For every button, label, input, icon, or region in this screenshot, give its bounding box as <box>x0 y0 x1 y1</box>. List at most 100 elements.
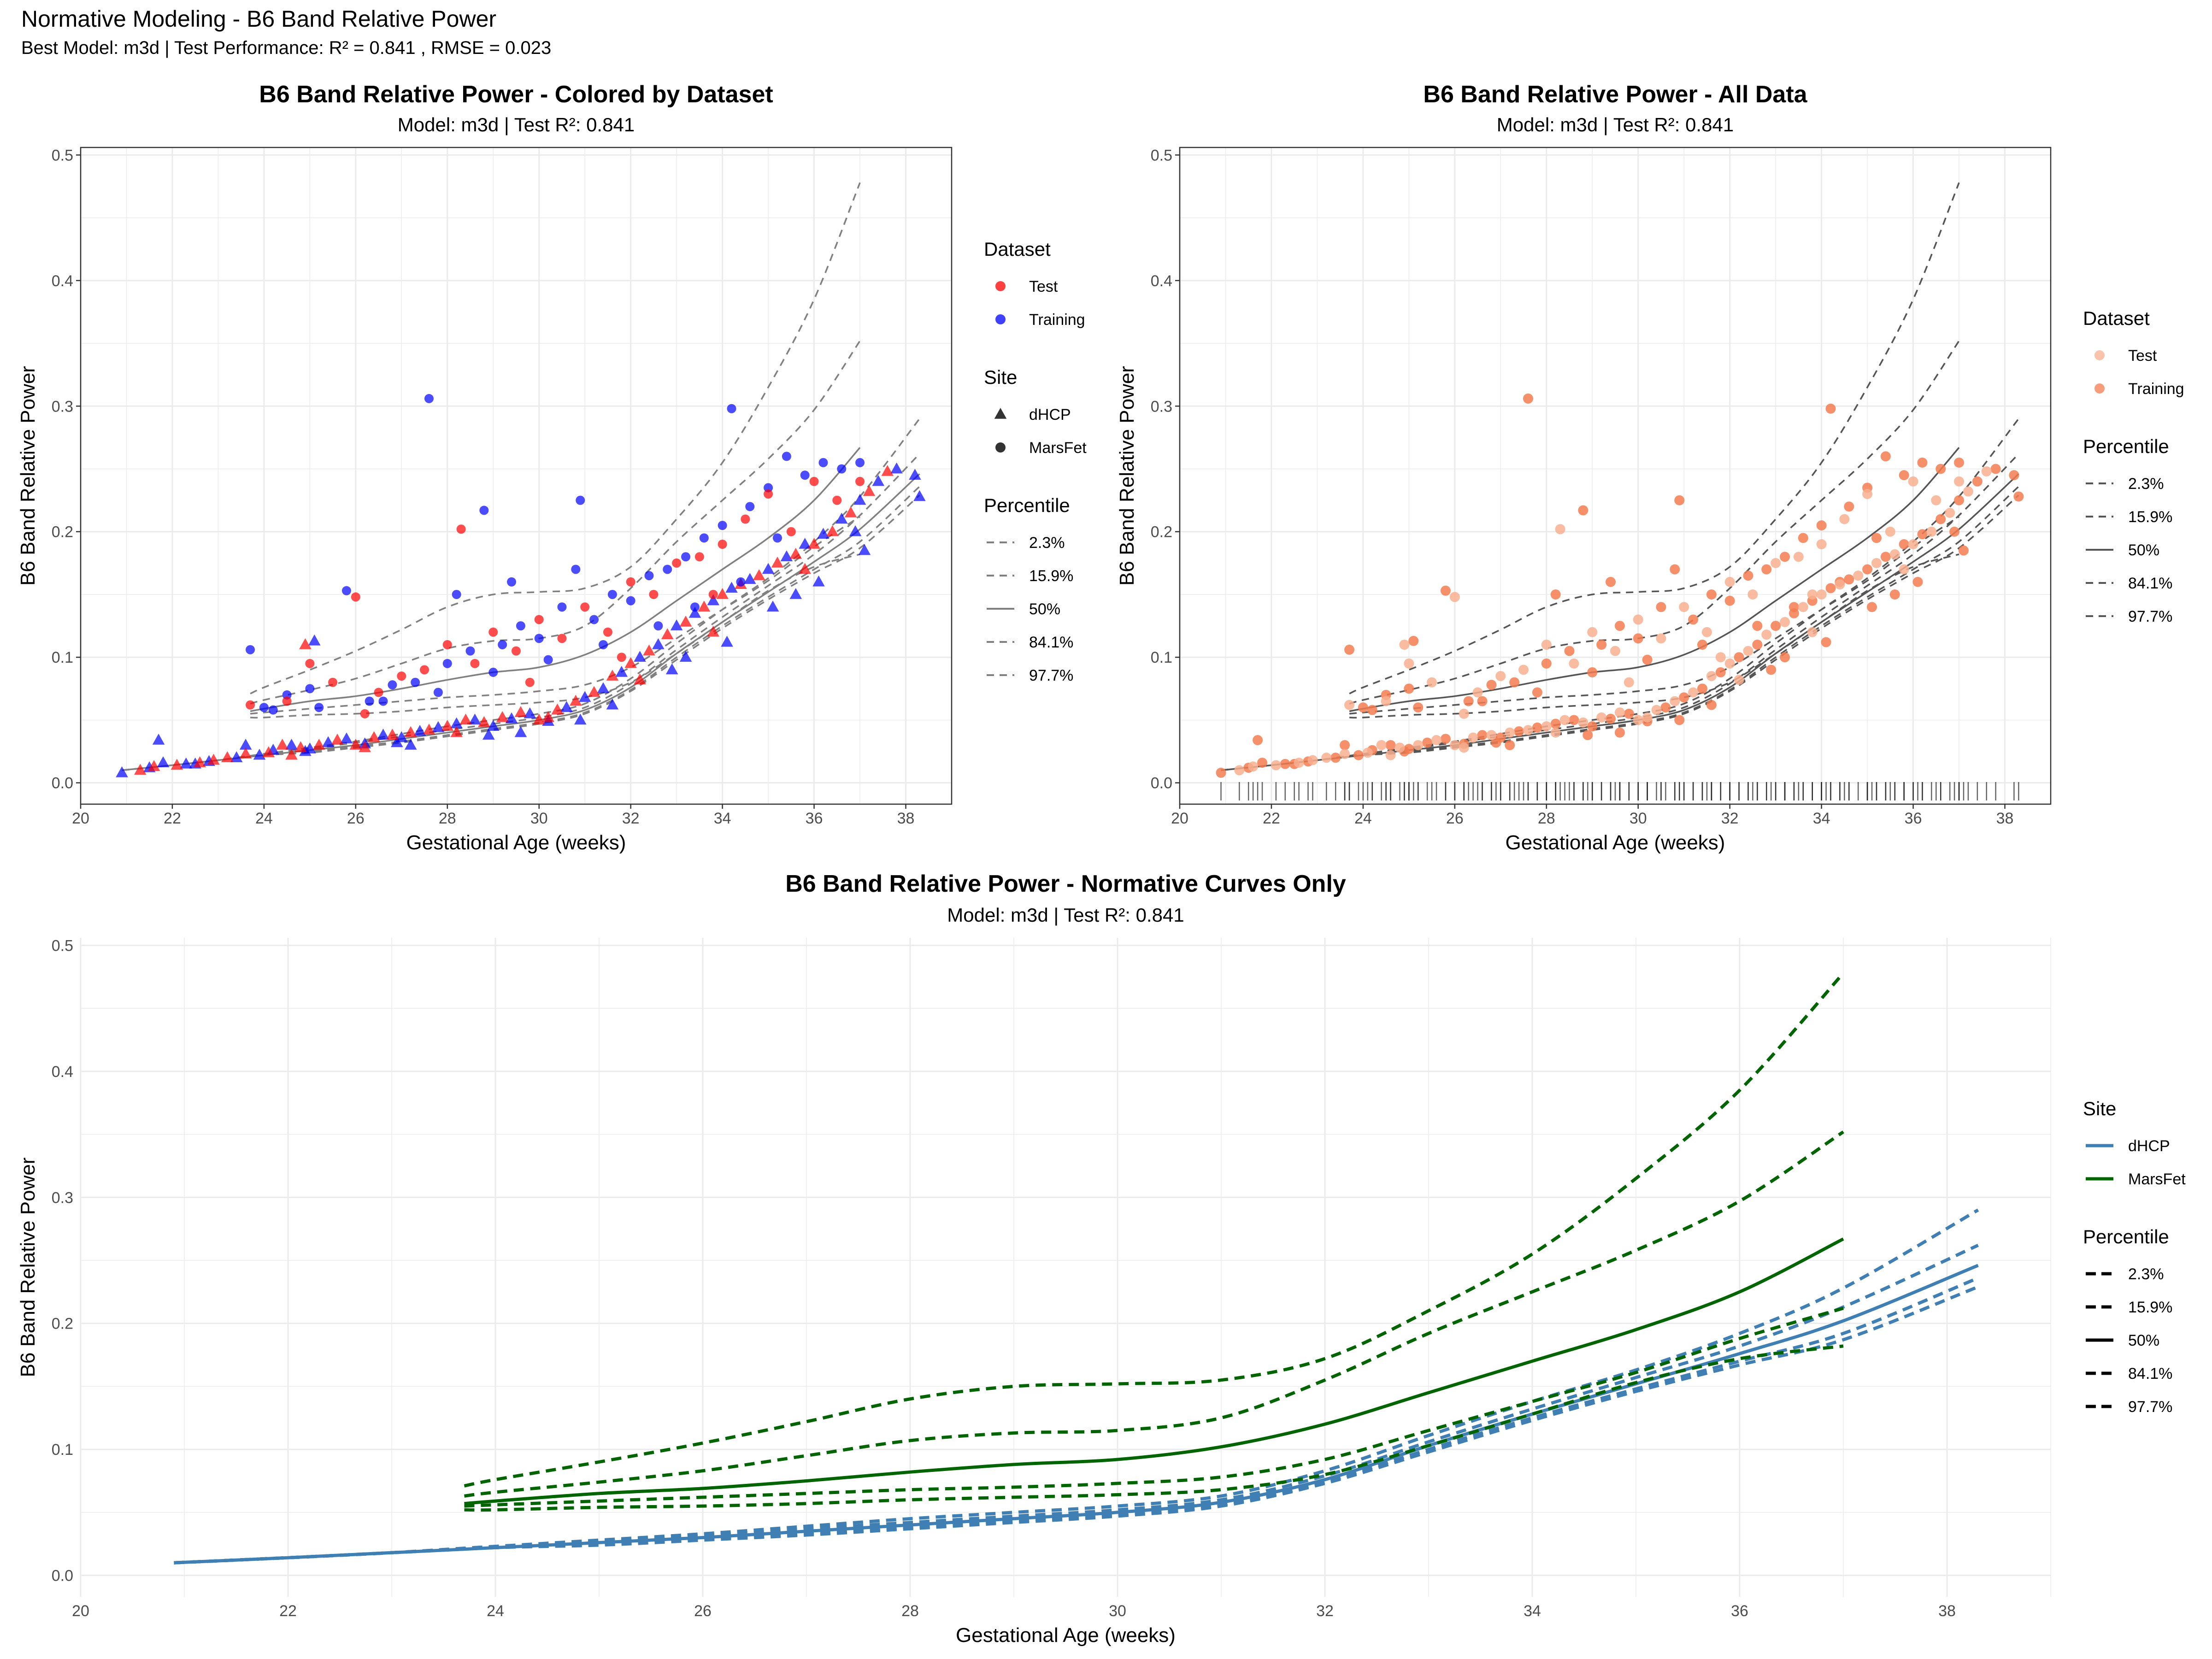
legend-key <box>995 442 1006 453</box>
legend-label: dHCP <box>1029 406 1071 424</box>
y-tick-label: 0.5 <box>52 937 73 954</box>
point-test <box>1459 742 1469 753</box>
percentile-curve-p98 <box>464 972 1845 1488</box>
point-training-dhcp <box>560 701 573 712</box>
point-training <box>1959 545 1969 556</box>
point-training-dhcp <box>665 663 678 675</box>
point-training-dhcp <box>817 528 830 539</box>
point-test-marsfet <box>617 653 626 662</box>
point-test-dhcp <box>679 615 692 627</box>
legend-label: 84.1% <box>2128 1365 2172 1382</box>
legend-label: 2.3% <box>2128 475 2164 493</box>
point-test-marsfet <box>282 696 292 706</box>
point-test <box>1234 765 1245 776</box>
point-test <box>1344 700 1355 710</box>
y-tick-label: 0.4 <box>52 272 73 290</box>
point-test-dhcp <box>386 729 399 740</box>
x-axis-label: Gestational Age (weeks) <box>956 1624 1176 1647</box>
point-test <box>1798 602 1808 612</box>
point-training <box>1912 577 1923 587</box>
point-training <box>1899 470 1909 481</box>
point-test <box>1385 750 1396 760</box>
point-test-dhcp <box>134 764 147 775</box>
point-test <box>1816 539 1827 549</box>
point-test-dhcp <box>551 703 564 715</box>
legend-title: Dataset <box>984 238 1051 260</box>
point-test <box>1807 627 1818 637</box>
point-training <box>1816 520 1827 531</box>
point-training-marsfet <box>534 634 544 643</box>
point-test-marsfet <box>557 634 567 643</box>
point-training-marsfet <box>663 565 672 574</box>
point-training-marsfet <box>727 404 736 413</box>
point-training-marsfet <box>782 452 791 461</box>
point-test-marsfet <box>708 589 718 599</box>
legend-label: 97.7% <box>2128 608 2172 625</box>
point-training-marsfet <box>607 589 617 599</box>
point-training-dhcp <box>858 544 871 555</box>
point-test <box>1486 730 1497 741</box>
x-tick-label: 28 <box>439 810 456 827</box>
y-tick-label: 0.4 <box>1151 272 1172 290</box>
point-training-marsfet <box>773 533 782 543</box>
percentile-curve-p84 <box>250 340 861 705</box>
point-training-marsfet <box>365 696 374 706</box>
point-test-marsfet <box>360 709 370 718</box>
point-training <box>1917 529 1928 540</box>
point-test-marsfet <box>512 646 521 656</box>
legend: Dataset Test Training Site dHCP MarsFet Percen… <box>984 238 1087 684</box>
point-training-marsfet <box>745 502 755 512</box>
point-test <box>1670 696 1680 706</box>
panel-subtitle: Model: m3d | Test R²: 0.841 <box>947 904 1184 926</box>
point-training <box>1917 457 1928 468</box>
legend: Site dHCP MarsFet Percentile 2.3% 15.9% 50% 84.… <box>2083 1098 2186 1416</box>
point-training <box>1216 767 1226 778</box>
point-training <box>1990 464 2001 474</box>
point-training <box>1954 457 1965 468</box>
point-training-marsfet <box>388 680 397 690</box>
percentile-curve-p16 <box>174 1276 1979 1565</box>
point-test-dhcp <box>147 760 160 771</box>
point-training-dhcp <box>413 724 426 736</box>
x-tick-label: 22 <box>279 1602 297 1620</box>
point-training <box>1353 750 1364 760</box>
point-test-marsfet <box>420 665 429 675</box>
point-training <box>1505 740 1515 750</box>
x-axis-label: Gestational Age (weeks) <box>406 831 626 854</box>
point-test-dhcp <box>863 485 876 496</box>
point-training <box>1578 505 1588 516</box>
x-tick-label: 20 <box>72 1602 89 1620</box>
point-test-marsfet <box>305 659 315 668</box>
x-tick-label: 34 <box>714 810 731 827</box>
point-training <box>1624 708 1634 719</box>
point-test <box>1945 507 1955 518</box>
point-training-marsfet <box>599 640 608 649</box>
point-test <box>1340 749 1350 759</box>
point-test-dhcp <box>643 644 655 656</box>
point-training <box>1587 721 1598 732</box>
point-test <box>1981 466 1992 477</box>
point-test-marsfet <box>328 677 338 687</box>
point-training-dhcp <box>487 720 500 731</box>
point-test <box>1523 725 1533 735</box>
point-test-dhcp <box>533 713 546 725</box>
y-tick-label: 0.2 <box>52 1315 73 1333</box>
point-test-marsfet <box>672 558 682 568</box>
point-training <box>1253 735 1263 746</box>
point-training <box>1844 501 1854 512</box>
point-test <box>1747 589 1758 600</box>
x-tick-label: 38 <box>897 810 915 827</box>
point-test-dhcp <box>262 746 275 758</box>
point-training-marsfet <box>442 659 452 668</box>
point-training <box>1949 526 1960 537</box>
point-training-marsfet <box>465 646 475 656</box>
point-training <box>1344 644 1355 655</box>
point-test <box>1587 627 1598 637</box>
point-test <box>1468 732 1478 743</box>
percentile-curve-p16 <box>250 516 861 715</box>
panel-title: B6 Band Relative Power - Colored by Data… <box>259 81 773 108</box>
point-training <box>1743 571 1753 581</box>
percentile-curve-p16 <box>464 1306 1844 1508</box>
figure-title: Normative Modeling - B6 Band Relative Po… <box>21 6 497 32</box>
